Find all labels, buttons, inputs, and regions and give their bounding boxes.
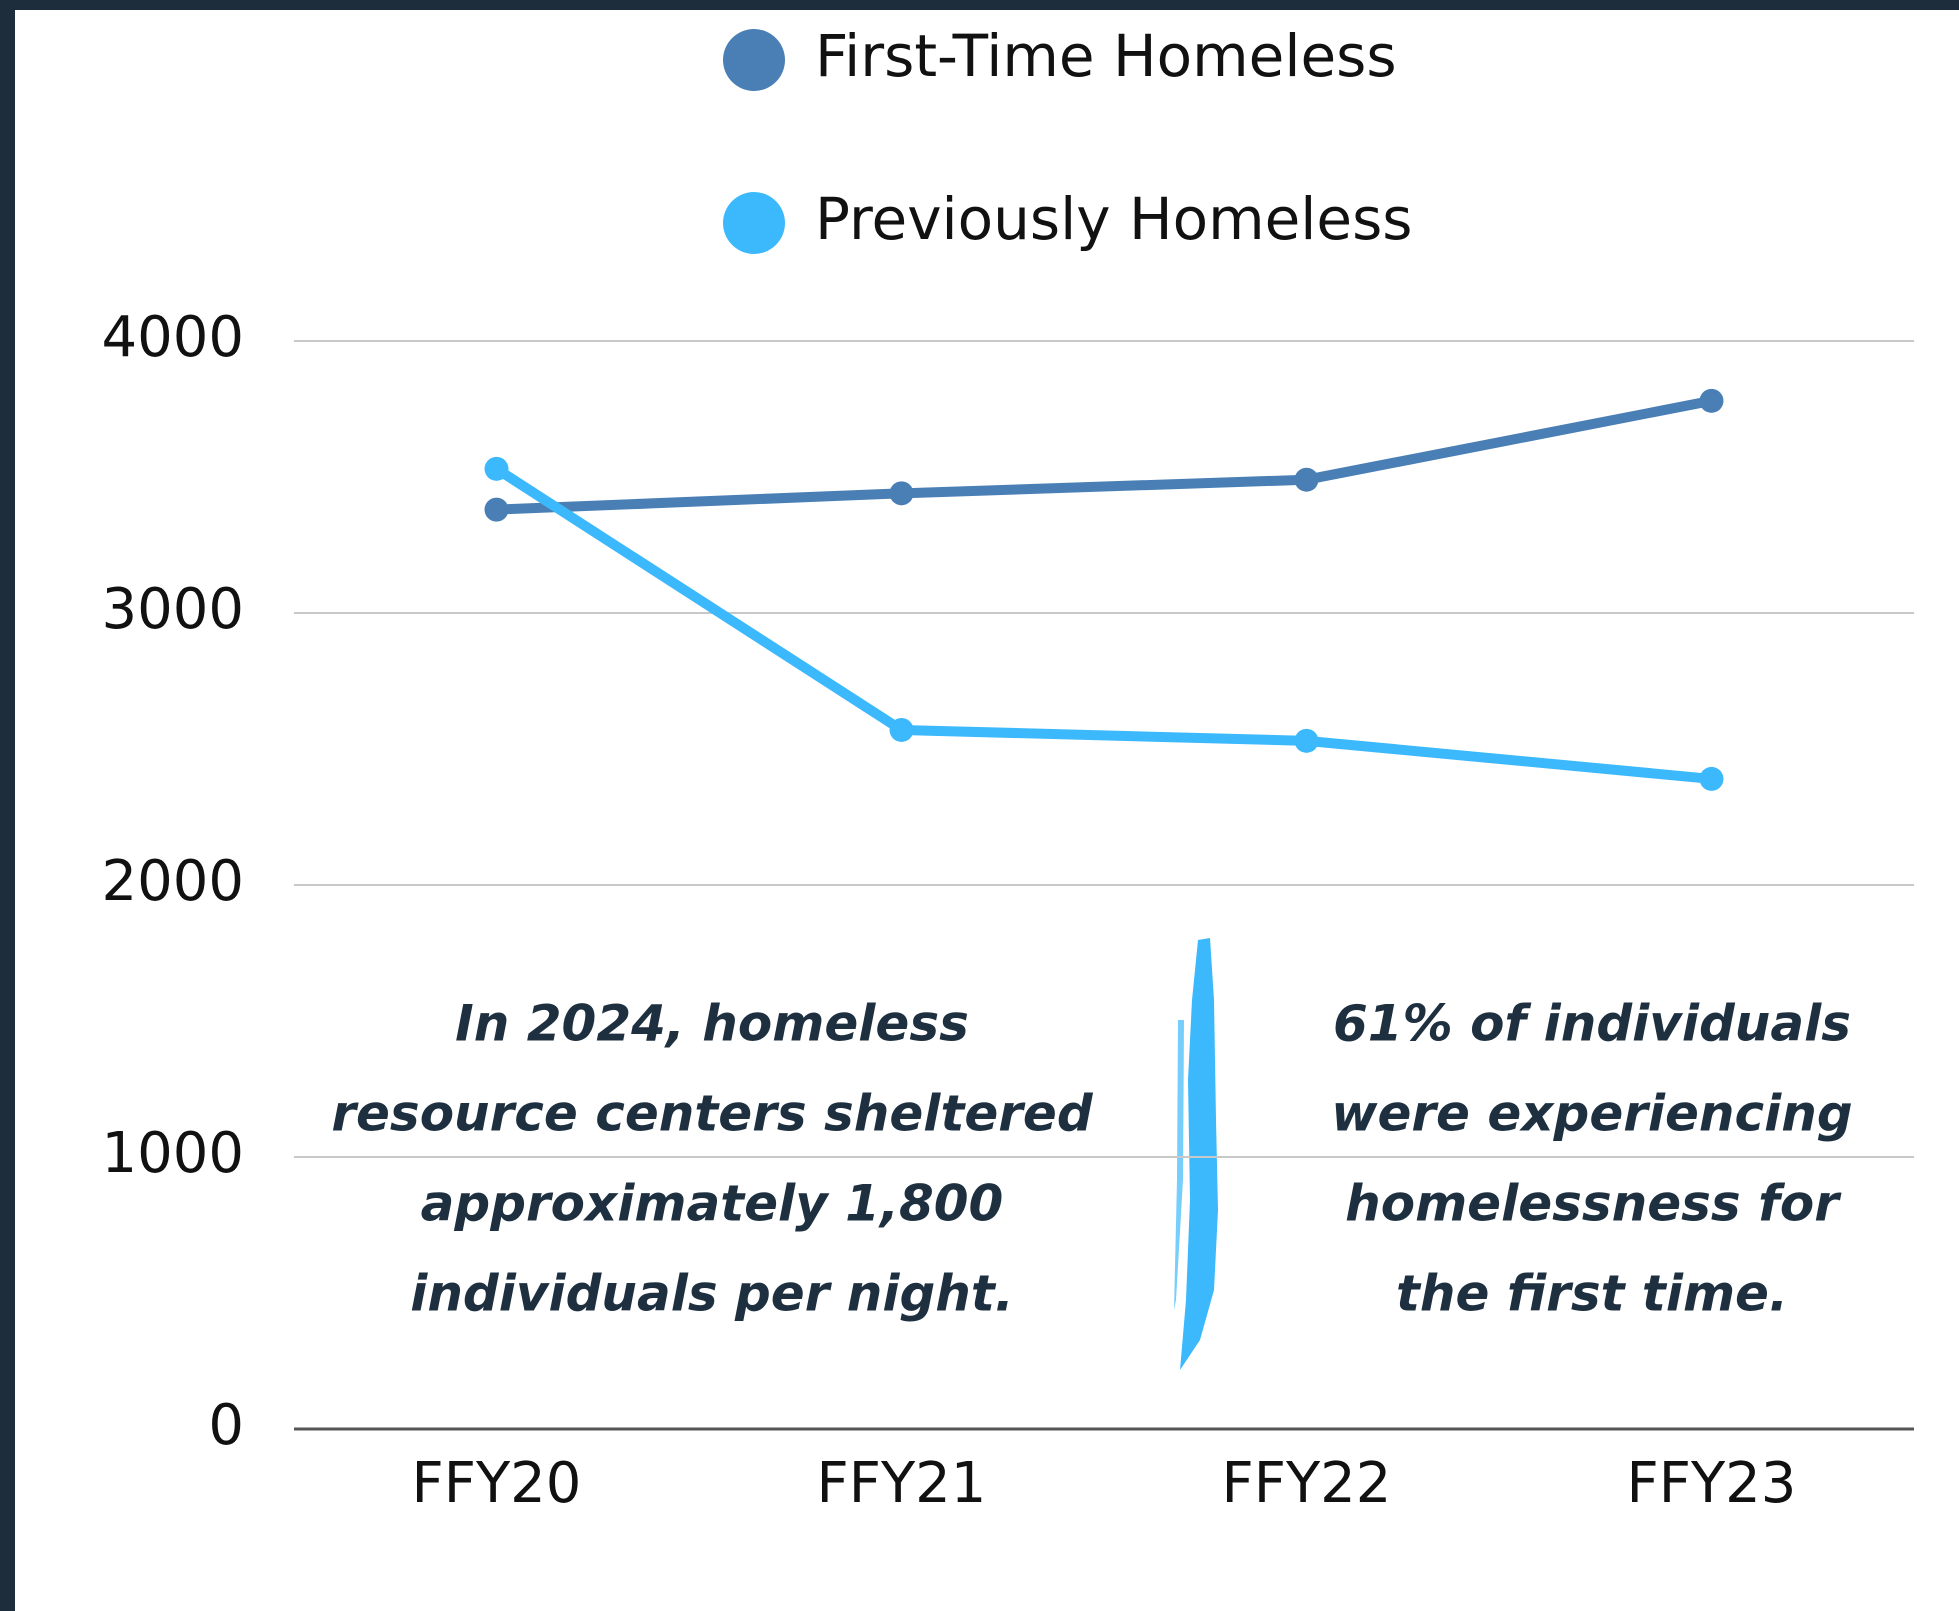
series-point xyxy=(890,718,914,742)
x-tick-label: FFY23 xyxy=(1627,1451,1797,1516)
x-tick-label: FFY21 xyxy=(817,1451,987,1516)
series-point xyxy=(1295,468,1319,492)
series-point xyxy=(1700,767,1724,791)
annotation-text: were experiencing xyxy=(1331,1085,1852,1143)
series-point xyxy=(890,481,914,505)
y-tick-label: 4000 xyxy=(101,305,244,370)
annotation-text: individuals per night. xyxy=(410,1265,1014,1323)
annotation-text: 61% of individuals xyxy=(1333,995,1851,1053)
annotation-text: homelessness for xyxy=(1345,1175,1842,1233)
series-line xyxy=(497,469,1712,779)
y-tick-label: 0 xyxy=(208,1393,244,1458)
chart: 0 1000 2000 3000 4000 FFY20 FFY21 FFY22 FFY23 In … xyxy=(0,0,1959,1611)
series-point xyxy=(485,457,509,481)
frame-top xyxy=(0,0,1959,10)
legend-label: Previously Homeless xyxy=(815,185,1413,253)
series-point xyxy=(485,498,509,522)
series-point xyxy=(1700,389,1724,413)
y-tick-label: 2000 xyxy=(101,849,244,914)
annotation-text: In 2024, homeless xyxy=(455,995,969,1053)
legend-label: First-Time Homeless xyxy=(815,22,1397,90)
y-tick-label: 3000 xyxy=(101,577,244,642)
legend-marker xyxy=(723,29,785,91)
series-line xyxy=(497,401,1712,510)
annotation-text: resource centers sheltered xyxy=(331,1085,1093,1143)
annotation-text: approximately 1,800 xyxy=(421,1175,1004,1233)
x-tick-label: FFY20 xyxy=(412,1451,582,1516)
page: {"chart_data": {"type": "line", "categor… xyxy=(0,0,1959,1611)
y-tick-label: 1000 xyxy=(101,1121,244,1186)
x-tick-label: FFY22 xyxy=(1222,1451,1392,1516)
legend-marker xyxy=(723,192,785,254)
frame-left xyxy=(0,0,15,1611)
annotation-text: the first time. xyxy=(1396,1265,1788,1323)
divider-stroke xyxy=(1174,938,1218,1370)
series-point xyxy=(1295,729,1319,753)
